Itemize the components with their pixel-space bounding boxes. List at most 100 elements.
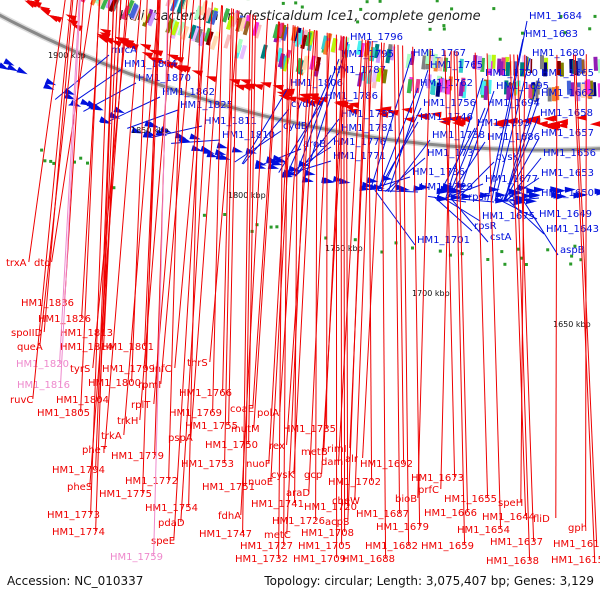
- gene-label: HM1_1813: [60, 328, 113, 339]
- feature-marker: [356, 20, 360, 24]
- gene-leader-line: [315, 30, 318, 521]
- gene-label: metC: [264, 530, 291, 541]
- gene-label: aroB: [303, 139, 326, 150]
- gene-leader-line: [212, 5, 223, 413]
- feature-marker: [460, 252, 464, 256]
- gene-leader-line: [174, 0, 208, 369]
- cog-block: [430, 80, 436, 95]
- feature-marker: [559, 15, 563, 18]
- cog-block: [597, 83, 600, 98]
- gene-leader-line: [268, 25, 294, 464]
- cog-block: [210, 10, 219, 25]
- reverse-gene-labels: trxA dtd HM1_1836 HM1_1826 spoIID HM1_1813que…: [6, 0, 600, 567]
- reverse-gene-arrow: [299, 93, 312, 100]
- forward-gene-arrow: [479, 192, 491, 199]
- gene-label: pdaD: [158, 518, 185, 529]
- gene-label: HM1_1771: [333, 151, 386, 162]
- cog-block: [90, 0, 100, 6]
- gene-leader-line: [104, 0, 142, 450]
- kbp-tick-label: 1700 kbp: [412, 289, 450, 298]
- gene-label: HM1_1735: [283, 424, 336, 435]
- gene-label: HM1_1655: [444, 494, 497, 505]
- cog-block: [260, 44, 268, 59]
- gene-label: HM1_1774: [52, 527, 105, 538]
- kbp-tick-label: 1650 kbp: [553, 320, 591, 329]
- forward-gene-arrow: [200, 145, 212, 152]
- gene-leader-line: [286, 28, 311, 535]
- cog-block: [222, 8, 231, 23]
- gene-label: HM1_1720: [304, 502, 357, 513]
- forward-gene-arrow: [528, 191, 540, 198]
- gene-label: dtd: [34, 258, 51, 269]
- forward-gene-arrow: [517, 184, 529, 191]
- forward-gene-arrow: [534, 186, 545, 193]
- forward-gene-arrow: [514, 194, 526, 201]
- cog-block: [322, 40, 330, 55]
- gene-label: coaE: [230, 404, 254, 415]
- gene-label: polA: [257, 408, 279, 419]
- feature-marker: [520, 256, 524, 260]
- gene-label: prfC: [418, 485, 439, 496]
- gene-leader-line: [139, 0, 175, 421]
- cog-block: [176, 0, 186, 13]
- cog-block: [483, 85, 489, 101]
- cog-block: [458, 82, 464, 97]
- feature-marker: [324, 236, 328, 240]
- gene-leader-line: [240, 18, 268, 516]
- forward-gene-arrow: [495, 197, 507, 204]
- gene-leader-line: [474, 52, 489, 499]
- feature-marker: [353, 238, 357, 242]
- gene-label: trkA: [101, 431, 122, 442]
- gene-leader-line: [445, 183, 484, 199]
- reverse-gene-arrow: [503, 118, 515, 125]
- cog-block: [108, 0, 118, 13]
- gene-label: HM1_1799: [102, 364, 155, 375]
- cog-block: [566, 80, 572, 95]
- feature-marker: [448, 253, 452, 257]
- cog-block: [230, 12, 239, 27]
- gene-label: HM1_1862: [162, 87, 215, 98]
- gene-label: cstA: [490, 232, 512, 243]
- gene-label: HM1_1657: [541, 128, 594, 139]
- gene-leader-line: [447, 107, 486, 199]
- gene-label: nuoF: [246, 459, 271, 470]
- forward-gene-arrow: [16, 66, 28, 75]
- reverse-gene-arrow: [454, 119, 466, 126]
- cog-block: [356, 40, 363, 55]
- reverse-gene-arrow: [575, 114, 587, 121]
- feature-marker: [435, 0, 439, 3]
- cog-block: [235, 38, 244, 54]
- gene-label: queA: [17, 342, 43, 353]
- cog-block: [486, 54, 492, 69]
- reverse-gene-arrow: [458, 116, 471, 123]
- kbp-tick-label: 1800 kbp: [228, 191, 266, 200]
- gene-leader-line: [188, 0, 201, 508]
- cog-block: [421, 55, 427, 70]
- gene-leader-line: [160, 0, 195, 385]
- reverse-gene-arrow: [342, 104, 354, 111]
- gene-leader-line: [509, 54, 527, 517]
- cog-block: [445, 80, 452, 95]
- gene-label: bioB: [395, 494, 417, 505]
- gene-label: dam: [321, 457, 343, 468]
- gene-label: HM1_1666: [424, 508, 477, 519]
- gene-leader-line: [321, 36, 347, 475]
- cog-block: [169, 0, 178, 5]
- gene-leader-line: [39, 0, 78, 347]
- cog-block: [519, 62, 525, 77]
- gene-label: HM1_1884: [124, 59, 177, 70]
- cog-block: [147, 11, 157, 27]
- feature-marker: [86, 161, 89, 165]
- cog-block: [498, 61, 504, 76]
- gene-label: HM1_1805: [37, 408, 90, 419]
- cog-block: [577, 57, 582, 73]
- gene-label: trxA: [6, 258, 27, 269]
- forward-gene-arrow: [495, 191, 507, 198]
- cog-block: [305, 31, 313, 47]
- gene-label: HM1_1680: [532, 48, 585, 59]
- gene-leader-line: [123, 0, 160, 436]
- gene-leader-line: [516, 54, 535, 542]
- forward-gene-arrow: [216, 142, 228, 149]
- gene-label: HM1_1658: [540, 108, 593, 119]
